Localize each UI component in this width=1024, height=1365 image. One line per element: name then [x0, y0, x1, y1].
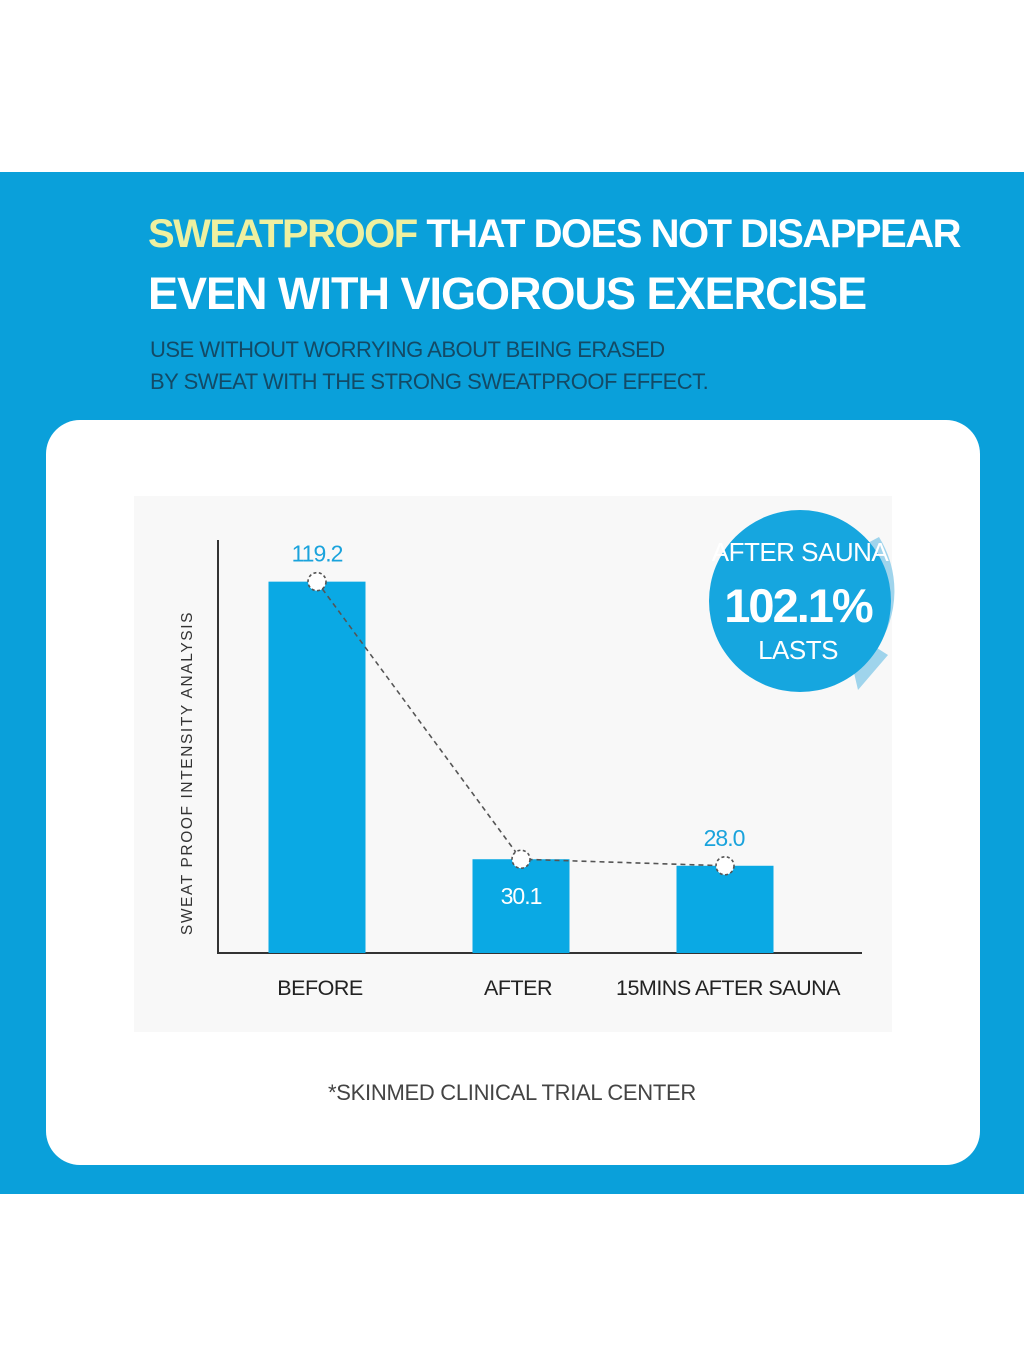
bar-group	[268, 581, 774, 953]
headline-line2: EVEN WITH VIGOROUS EXERCISE	[148, 268, 867, 319]
bar-2	[472, 859, 570, 953]
bar-3	[676, 865, 774, 953]
callout-line3: LASTS	[758, 635, 838, 665]
value-label-group: 119.2 30.1 28.0	[292, 541, 746, 910]
subtitle: USE WITHOUT WORRYING ABOUT BEING ERASED …	[150, 334, 709, 398]
headline: SWEATPROOF THAT DOES NOT DISAPPEAR EVEN …	[148, 205, 962, 325]
headline-rest: THAT DOES NOT DISAPPEAR	[416, 212, 961, 256]
callout-value: 102.1%	[724, 579, 873, 632]
connector-path	[316, 581, 726, 867]
headline-highlight: SWEATPROOF	[148, 212, 418, 256]
category-label-group: BEFORE AFTER 15MINS AFTER SAUNA	[277, 976, 841, 1000]
callout-circle	[709, 510, 891, 692]
connector-line	[307, 571, 735, 876]
bar-1	[268, 581, 366, 953]
subtitle-line2: BY SWEAT WITH THE STRONG SWEATPROOF EFFE…	[150, 369, 709, 394]
value-label-2: 30.1	[501, 883, 542, 909]
data-point-marker-2	[511, 849, 531, 870]
subtitle-line1: USE WITHOUT WORRYING ABOUT BEING ERASED	[150, 337, 665, 362]
data-point-marker-3	[715, 855, 735, 876]
source-footnote: *SKINMED CLINICAL TRIAL CENTER	[328, 1080, 696, 1105]
category-label-3: 15MINS AFTER SAUNA	[616, 976, 841, 1000]
value-label-1: 119.2	[292, 541, 343, 567]
value-label-3: 28.0	[704, 825, 745, 851]
y-axis-label: SWEAT PROOF INTENSITY ANALYSIS	[179, 611, 196, 935]
category-label-1: BEFORE	[277, 976, 363, 1000]
callout-badge: AFTER SAUNA 102.1% LASTS	[709, 510, 895, 692]
category-label-2: AFTER	[484, 976, 552, 1000]
callout-line1: AFTER SAUNA	[712, 537, 890, 567]
data-point-marker-1	[307, 571, 327, 592]
